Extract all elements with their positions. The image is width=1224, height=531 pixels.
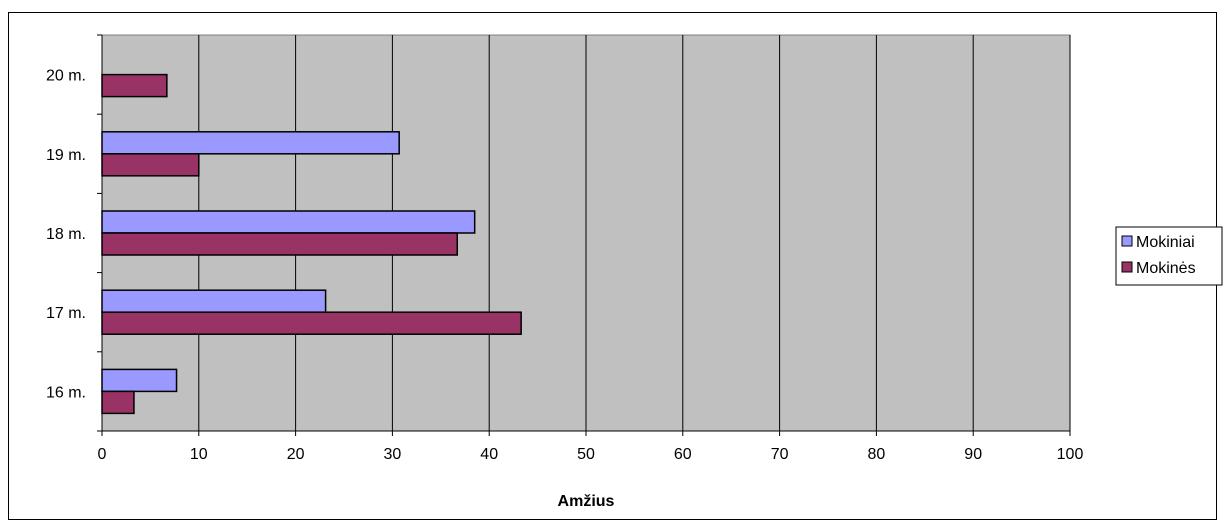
legend: Mokiniai Mokinės	[1115, 226, 1223, 286]
y-tick-label-17m: 17 m.	[46, 305, 86, 322]
x-tick-label-80: 80	[868, 446, 886, 463]
axes	[97, 34, 1071, 436]
bar-mokines-20m	[101, 73, 168, 98]
bar-mokines-18m	[101, 232, 459, 256]
x-tick-label-100: 100	[1057, 446, 1084, 463]
x-tick-label-10: 10	[190, 446, 208, 463]
y-tick-labels: 20 m. 19 m. 18 m. 17 m. 16 m.	[46, 68, 86, 402]
bar-mokiniai-17m	[101, 289, 327, 313]
x-tick-label-50: 50	[577, 446, 595, 463]
x-tick-label-90: 90	[964, 446, 982, 463]
legend-box	[1115, 226, 1223, 286]
x-tick-label-70: 70	[771, 446, 789, 463]
bar-mokiniai-19m	[101, 131, 400, 155]
x-tick-label-40: 40	[480, 446, 498, 463]
legend-label-mokines: Mokinės	[1136, 260, 1196, 277]
x-tick-label-0: 0	[98, 446, 107, 463]
y-tick-label-20m: 20 m.	[46, 68, 86, 85]
legend-swatch-mokines	[1121, 261, 1133, 273]
bar-mokiniai-16m	[101, 368, 178, 393]
bar-mokines-16m	[101, 390, 135, 415]
x-tick-label-60: 60	[674, 446, 692, 463]
legend-swatch-mokiniai	[1121, 235, 1133, 247]
bar-mokines-19m	[101, 153, 200, 177]
x-tick-label-30: 30	[384, 446, 402, 463]
bars	[101, 73, 522, 415]
x-tick-label-20: 20	[287, 446, 305, 463]
legend-label-mokiniai: Mokiniai	[1136, 234, 1195, 251]
y-tick-label-19m: 19 m.	[46, 147, 86, 164]
bar-mokiniai-18m	[101, 210, 476, 234]
y-tick-label-16m: 16 m.	[46, 384, 86, 401]
x-tick-labels: 0 10 20 30 40 50 60 70 80 90 100	[98, 446, 1084, 463]
x-axis-title: Amžius	[558, 493, 615, 510]
bar-mokines-17m	[101, 311, 522, 335]
y-tick-label-18m: 18 m.	[46, 226, 86, 243]
